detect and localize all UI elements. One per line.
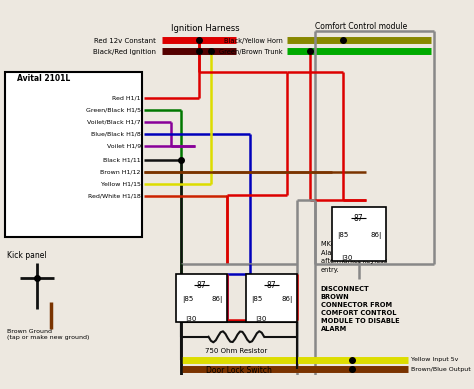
Text: 86|: 86| <box>282 296 293 303</box>
Text: Brown/Blue Output: Brown/Blue Output <box>410 367 470 372</box>
Bar <box>5 72 142 237</box>
Text: |85: |85 <box>182 296 193 303</box>
Text: Red H1/1: Red H1/1 <box>112 95 141 100</box>
Text: Door Lock Switch: Door Lock Switch <box>206 366 272 375</box>
Text: Green/Black H1/5: Green/Black H1/5 <box>86 107 141 112</box>
Text: 87: 87 <box>354 214 364 223</box>
Text: Blue/Black H1/8: Blue/Black H1/8 <box>91 131 141 136</box>
Text: 750 Ohm Resistor: 750 Ohm Resistor <box>205 348 267 354</box>
Text: Avital 2101L: Avital 2101L <box>17 74 70 84</box>
Text: Red 12v Constant: Red 12v Constant <box>94 38 155 44</box>
Text: Green/Brown Trunk: Green/Brown Trunk <box>219 49 283 55</box>
Text: Yellow Input 5v: Yellow Input 5v <box>410 357 458 363</box>
Bar <box>332 207 385 261</box>
Text: 86|: 86| <box>371 232 382 239</box>
Text: 87: 87 <box>197 281 206 290</box>
Text: Brown H1/12: Brown H1/12 <box>100 169 141 174</box>
Text: 86|: 86| <box>212 296 223 303</box>
Text: DISCONNECT
BROWN
CONNECTOR FROM
COMFORT CONTROL
MODULE TO DISABLE
ALARM: DISCONNECT BROWN CONNECTOR FROM COMFORT … <box>321 286 399 332</box>
Text: Comfort Control module: Comfort Control module <box>315 22 408 31</box>
Text: |85: |85 <box>337 232 348 239</box>
Text: |30: |30 <box>185 316 197 323</box>
Text: |30: |30 <box>255 316 266 323</box>
Text: Yellow H1/15: Yellow H1/15 <box>101 181 141 186</box>
Text: Black/Yellow Horn: Black/Yellow Horn <box>224 38 283 44</box>
Text: Ignition Harness: Ignition Harness <box>172 25 240 33</box>
Text: Kick panel: Kick panel <box>8 252 47 261</box>
Text: Brown Ground
(tap or make new ground): Brown Ground (tap or make new ground) <box>8 329 90 340</box>
Text: Voilet/Black H1/7: Voilet/Black H1/7 <box>87 119 141 124</box>
Text: Voilet H1/9: Voilet H1/9 <box>107 143 141 148</box>
Text: 87: 87 <box>266 281 276 290</box>
Text: Black H1/11: Black H1/11 <box>103 157 141 162</box>
Bar <box>246 274 297 322</box>
Text: |30: |30 <box>341 255 353 262</box>
Text: |85: |85 <box>251 296 263 303</box>
Text: MK4 VW Golf/GTI
Alarm Disable and
aftermarket keyless
entry.: MK4 VW Golf/GTI Alarm Disable and afterm… <box>321 241 387 273</box>
Bar <box>176 274 227 322</box>
Text: Black/Red Ignition: Black/Red Ignition <box>93 49 155 55</box>
Text: Red/White H1/18: Red/White H1/18 <box>88 193 141 198</box>
